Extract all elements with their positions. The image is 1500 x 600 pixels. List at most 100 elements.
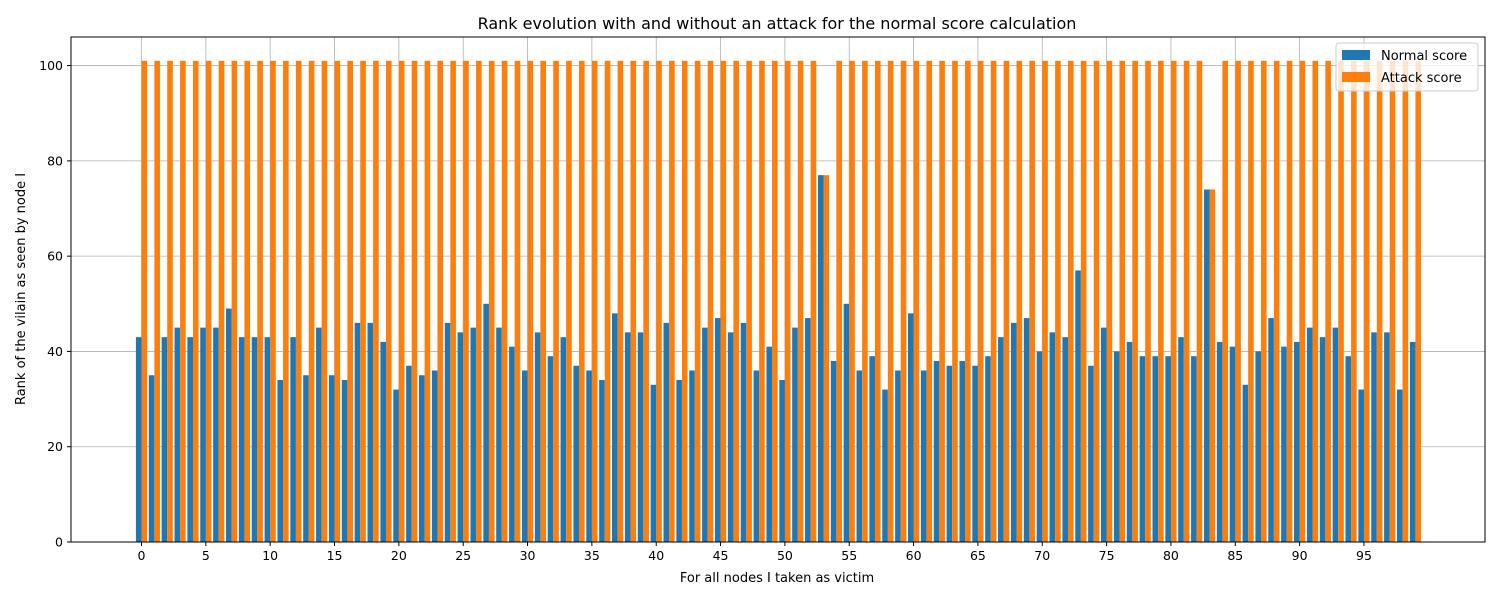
bar-normal-score [393, 389, 399, 542]
bar-attack-score [1273, 60, 1280, 543]
bar-attack-score [913, 60, 920, 543]
bar-normal-score [1216, 341, 1223, 542]
bar-normal-score [612, 313, 618, 542]
bar-normal-score [496, 327, 502, 542]
bar-attack-score [1286, 60, 1293, 543]
bar-normal-score [290, 337, 296, 542]
y-axis-label: Rank of the vilain as seen by node I [14, 173, 29, 405]
bar-attack-score [952, 60, 958, 543]
bar-attack-score [1402, 60, 1409, 543]
bar-normal-score [380, 341, 386, 542]
bar-attack-score [180, 60, 186, 543]
bar-normal-score [1306, 327, 1313, 542]
y-tick-label: 0 [55, 535, 63, 550]
x-tick-label: 40 [648, 548, 664, 563]
bar-normal-score [972, 365, 978, 542]
bar-normal-score [521, 370, 528, 542]
bar-attack-score [1248, 60, 1254, 543]
x-tick-label: 15 [327, 548, 343, 563]
bar-normal-score [1242, 384, 1249, 542]
legend-swatch-attack [1342, 72, 1370, 82]
bar-attack-score [1055, 60, 1061, 543]
bar-normal-score [1165, 356, 1171, 542]
bar-normal-score [779, 380, 785, 542]
bar-attack-score [746, 60, 752, 543]
bar-attack-score [450, 60, 456, 543]
bar-normal-score [1062, 337, 1068, 542]
bar-normal-score [534, 332, 541, 542]
bar-attack-score [591, 60, 598, 543]
bar-attack-score [772, 60, 778, 543]
legend-label-attack: Attack score [1381, 71, 1462, 86]
bar-normal-score [431, 370, 438, 542]
bar-attack-score [167, 60, 173, 543]
bar-normal-score [418, 375, 425, 542]
bar-attack-score [926, 60, 933, 543]
bar-attack-score [990, 60, 997, 543]
bar-normal-score [1229, 346, 1236, 542]
bar-normal-score [946, 365, 953, 542]
bar-normal-score [1384, 332, 1390, 542]
bar-normal-score [225, 308, 232, 542]
bar-normal-score [702, 327, 708, 542]
bar-attack-score [1235, 60, 1241, 543]
bar-normal-score [843, 303, 850, 542]
bar-attack-score [1312, 60, 1319, 543]
bar-attack-score [385, 60, 392, 543]
bar-normal-score [1191, 356, 1197, 542]
x-tick-label: 10 [262, 548, 278, 563]
plot-frame [70, 36, 1486, 543]
x-tick-label: 50 [777, 548, 793, 563]
bar-attack-score [617, 60, 624, 543]
bar-normal-score [547, 356, 554, 542]
bar-attack-score [604, 60, 611, 543]
bar-attack-score [1132, 60, 1138, 543]
bar-attack-score [630, 60, 637, 543]
bar-attack-score [1196, 60, 1203, 543]
bar-attack-score [476, 60, 482, 543]
bar-normal-score [1023, 318, 1030, 542]
bar-normal-score [264, 337, 271, 542]
bar-attack-score [141, 60, 148, 543]
x-tick-label: 55 [841, 548, 857, 563]
bar-normal-score [766, 346, 773, 542]
bar-attack-score [1183, 60, 1190, 543]
bar-attack-score [965, 60, 971, 543]
bar-normal-score [676, 380, 682, 542]
bar-normal-score [985, 356, 991, 542]
bar-normal-score [792, 327, 798, 542]
bar-attack-score [321, 60, 328, 543]
bar-normal-score [650, 384, 657, 542]
bar-attack-score [862, 60, 868, 543]
bar-normal-score [753, 370, 760, 542]
bar-attack-score [373, 60, 379, 543]
bar-normal-score [1203, 189, 1210, 543]
bar-normal-score [444, 322, 451, 542]
bar-attack-score [1158, 60, 1164, 543]
bar-attack-score [720, 60, 727, 543]
bar-attack-score [1299, 60, 1306, 543]
x-tick-label: 85 [1227, 548, 1243, 563]
bar-attack-score [231, 60, 238, 543]
bar-normal-score [714, 318, 721, 542]
x-axis-ticks: 0 5 10 15 20 25 30 35 40 45 50 55 60 65 70 75 80 85 90 95 [138, 542, 1372, 563]
bar-normal-score [933, 360, 940, 542]
bar-normal-score [1010, 322, 1017, 542]
bar-attack-score [527, 60, 534, 543]
bar-attack-score [1222, 60, 1229, 543]
bars [135, 60, 1422, 543]
bar-attack-score [977, 60, 984, 543]
bar-normal-score [920, 370, 927, 542]
bar-attack-score [1170, 60, 1177, 543]
bar-normal-score [135, 337, 142, 542]
bar-attack-score [501, 60, 508, 543]
bar-attack-score [1016, 60, 1023, 543]
bar-attack-score [669, 60, 675, 543]
bar-normal-score [303, 375, 309, 542]
bar-normal-score [1101, 327, 1107, 542]
bar-normal-score [1358, 389, 1364, 542]
x-tick-label: 20 [391, 548, 407, 563]
bar-attack-score [681, 60, 688, 543]
bar-attack-score [1145, 60, 1151, 543]
bar-attack-score [424, 60, 431, 543]
